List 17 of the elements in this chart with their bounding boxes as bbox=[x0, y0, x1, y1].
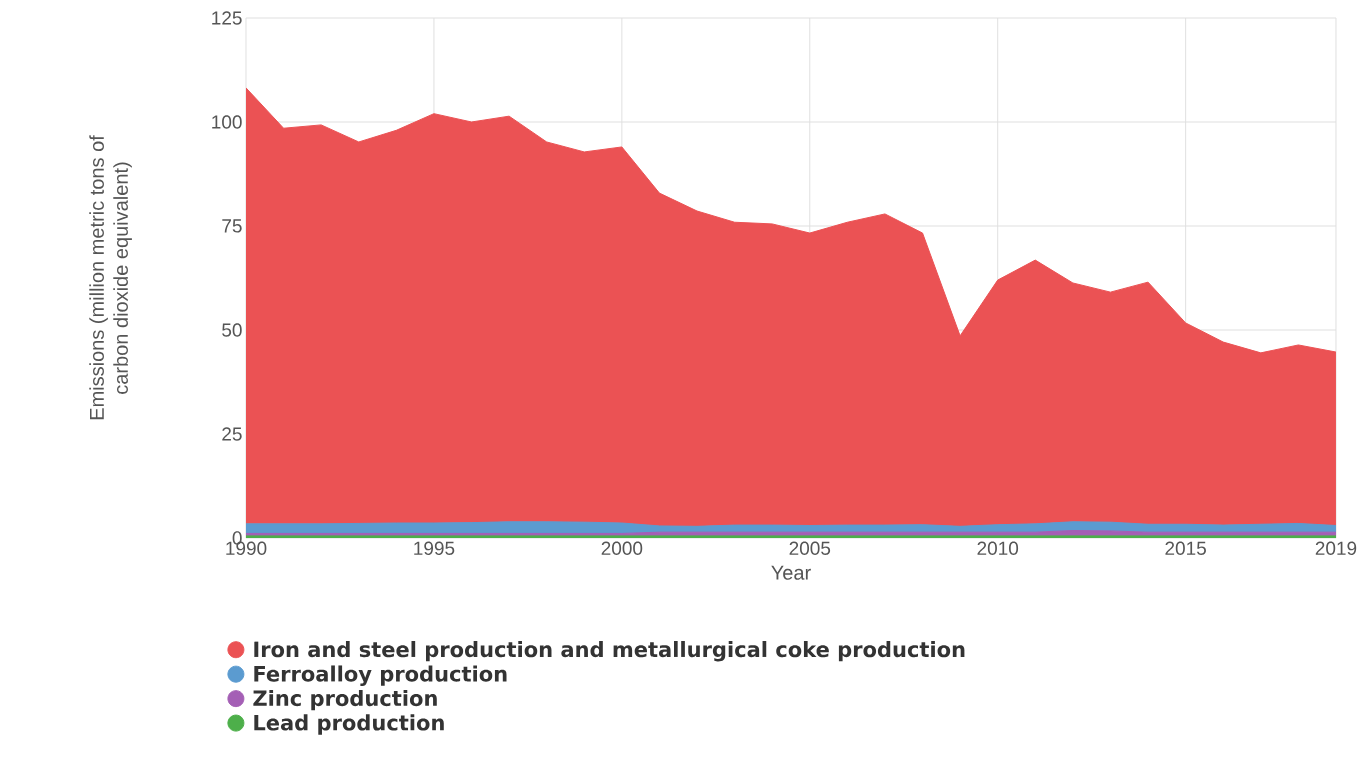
y-tick-label: 25 bbox=[222, 427, 242, 441]
legend-label: Zinc production bbox=[253, 689, 437, 711]
x-tick-label: 1995 bbox=[414, 541, 455, 555]
legend-label: Ferroalloy production bbox=[254, 665, 507, 686]
legend-label: Lead production bbox=[254, 714, 444, 735]
legend-label: Iron and steel production and metallurgical coke production bbox=[254, 640, 965, 662]
x-tick-label: 2019 bbox=[1315, 541, 1357, 555]
x-tick-label: 2015 bbox=[1165, 541, 1206, 555]
y-tick-label: 125 bbox=[212, 11, 242, 25]
x-tick-label: 2000 bbox=[601, 541, 643, 555]
x-axis-title: Year bbox=[771, 565, 811, 580]
y-tick-label: 75 bbox=[222, 219, 242, 233]
x-tick-label: 2010 bbox=[977, 541, 1019, 555]
y-tick-label: 100 bbox=[212, 115, 242, 129]
y-axis-title: Emissions (million metric tons of carbon dioxide equivalent) bbox=[89, 135, 132, 420]
x-tick-label: 2005 bbox=[789, 541, 831, 555]
y-tick-label: 50 bbox=[222, 323, 242, 337]
